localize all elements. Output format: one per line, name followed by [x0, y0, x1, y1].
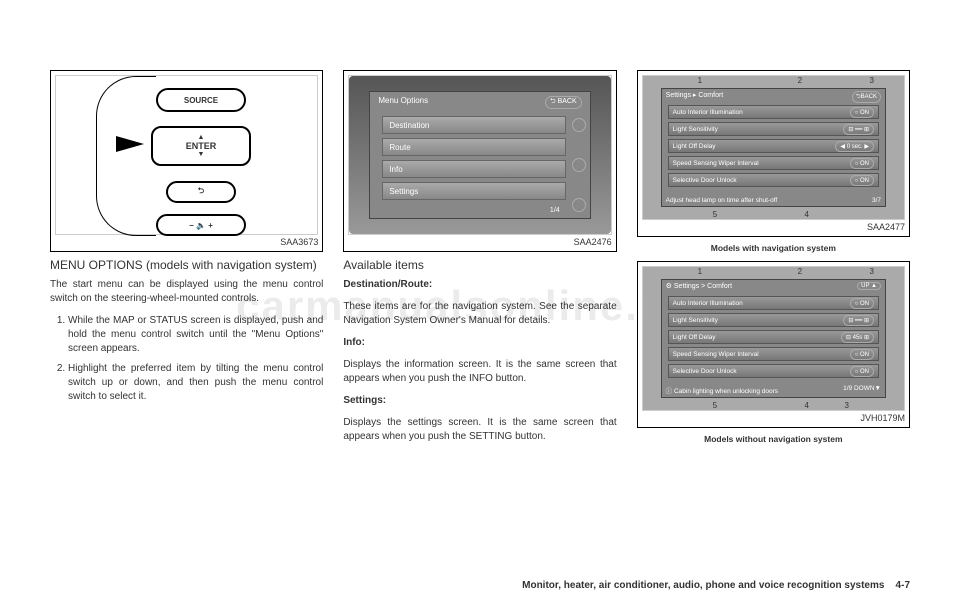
figure-4-caption: Models without navigation system: [637, 434, 910, 444]
steering-outline: [96, 76, 156, 236]
figure-3-code: SAA2477: [642, 222, 905, 232]
callout-2: 2: [798, 267, 802, 276]
setting-row: Auto Interior Illumination ○ ON: [668, 105, 879, 119]
setting-value: ○ ON: [850, 349, 874, 360]
screen-back-label: ⮌ BACK: [545, 96, 582, 109]
setting-value: ⊟ ━━ ⊞: [843, 315, 874, 326]
callout-4: 4: [805, 401, 809, 410]
setting-label: Speed Sensing Wiper Interval: [673, 157, 759, 169]
destination-route-heading: Destination/Route:: [343, 278, 616, 292]
settings-text: Displays the settings screen. It is the …: [343, 416, 616, 444]
figure-4-settings-nonav: 1 2 3 4 5 3 ⚙ Settings > Comfort UP ▲ Au…: [642, 266, 905, 411]
figure-1-steering-buttons: SOURCE ▲ ENTER ▼ ⮌ − 🔈 +: [55, 75, 318, 235]
setting-value: ⊟ ━━ ⊞: [843, 124, 874, 135]
enter-label: ENTER: [186, 141, 217, 151]
setting-label: Selective Door Unlock: [673, 365, 737, 377]
figure-1-code: SAA3673: [55, 237, 318, 247]
settings-pager: 1/9 DOWN▼: [843, 385, 881, 395]
setting-value: ○ ON: [850, 298, 874, 309]
side-button-icon: [572, 158, 586, 172]
figure-1-box: SOURCE ▲ ENTER ▼ ⮌ − 🔈 + SAA3673: [50, 70, 323, 252]
column-1: SOURCE ▲ ENTER ▼ ⮌ − 🔈 + SAA3673 MENU OP…: [50, 70, 323, 452]
figure-4-code: JVH0179M: [642, 413, 905, 423]
setting-row: Light Sensitivity ⊟ ━━ ⊞: [668, 122, 879, 136]
menu-item-info: Info: [382, 160, 565, 178]
setting-label: Light Sensitivity: [673, 123, 718, 135]
screen-title: Menu Options: [378, 96, 428, 105]
info-heading: Info:: [343, 336, 616, 350]
figure-2-menu-screen: Menu Options ⮌ BACK Destination Route In…: [348, 75, 611, 235]
destination-route-text: These items are for the navigation syste…: [343, 300, 616, 328]
setting-value: ○ ON: [850, 175, 874, 186]
setting-row: Light Off Delay ⊟ 45s ⊞: [668, 330, 879, 344]
enter-button-graphic: ▲ ENTER ▼: [151, 126, 251, 166]
figure-3-box: 1 2 3 4 5 Settings ▸ Comfort ⮌BACK Auto …: [637, 70, 910, 237]
setting-row: Auto Interior Illumination ○ ON: [668, 296, 879, 310]
steps-list: While the MAP or STATUS screen is displa…: [68, 314, 323, 404]
menu-item-route: Route: [382, 138, 565, 156]
footer-page-number: 4-7: [896, 580, 910, 591]
settings-hint: Adjust head lamp on time after shut-off: [666, 197, 778, 204]
column-2: Menu Options ⮌ BACK Destination Route In…: [343, 70, 616, 452]
available-items-heading: Available items: [343, 258, 616, 272]
settings-breadcrumb: ⚙ Settings > Comfort: [666, 282, 732, 290]
figure-3-settings-nav: 1 2 3 4 5 Settings ▸ Comfort ⮌BACK Auto …: [642, 75, 905, 220]
setting-label: Light Off Delay: [673, 331, 716, 343]
figure-3-caption: Models with navigation system: [637, 243, 910, 253]
callout-2: 2: [798, 76, 802, 85]
menu-item-settings: Settings: [382, 182, 565, 200]
pointer-arrow-icon: [116, 136, 144, 152]
callout-3: 3: [870, 267, 874, 276]
callout-6: 3: [845, 401, 849, 410]
setting-value: ○ ON: [850, 107, 874, 118]
setting-row: Speed Sensing Wiper Interval ○ ON: [668, 156, 879, 170]
intro-paragraph: The start menu can be displayed using th…: [50, 278, 323, 306]
step-1: While the MAP or STATUS screen is displa…: [68, 314, 323, 356]
callout-3: 3: [870, 76, 874, 85]
settings-hint: ⓘ Cabin lighting when unlocking doors: [666, 385, 778, 395]
setting-label: Light Off Delay: [673, 140, 716, 152]
figure-2-box: Menu Options ⮌ BACK Destination Route In…: [343, 70, 616, 252]
step-2: Highlight the preferred item by tilting …: [68, 362, 323, 404]
callout-5: 5: [713, 401, 717, 410]
setting-row: Selective Door Unlock ○ ON: [668, 364, 879, 378]
callout-4: 4: [805, 210, 809, 219]
setting-label: Auto Interior Illumination: [673, 297, 743, 309]
figure-2-code: SAA2476: [348, 237, 611, 247]
column-3: 1 2 3 4 5 Settings ▸ Comfort ⮌BACK Auto …: [637, 70, 910, 452]
setting-label: Selective Door Unlock: [673, 174, 737, 186]
setting-value: ◀ 0 sec. ▶: [835, 141, 874, 152]
callout-1: 1: [698, 267, 702, 276]
page-footer: Monitor, heater, air conditioner, audio,…: [522, 580, 910, 591]
callout-1: 1: [698, 76, 702, 85]
settings-breadcrumb: Settings ▸ Comfort: [666, 91, 724, 99]
info-text: Displays the information screen. It is t…: [343, 358, 616, 386]
settings-back-label: ⮌BACK: [852, 91, 881, 103]
setting-label: Light Sensitivity: [673, 314, 718, 326]
settings-pager: 3/7: [872, 197, 881, 204]
volume-button-graphic: − 🔈 +: [156, 214, 246, 236]
setting-label: Speed Sensing Wiper Interval: [673, 348, 759, 360]
side-button-icon: [572, 198, 586, 212]
setting-row: Selective Door Unlock ○ ON: [668, 173, 879, 187]
footer-section-title: Monitor, heater, air conditioner, audio,…: [522, 580, 884, 591]
page-content: SOURCE ▲ ENTER ▼ ⮌ − 🔈 + SAA3673 MENU OP…: [0, 0, 960, 482]
pager-indicator: 1/4: [550, 207, 560, 214]
setting-value: ○ ON: [850, 158, 874, 169]
setting-row: Speed Sensing Wiper Interval ○ ON: [668, 347, 879, 361]
menu-item-destination: Destination: [382, 116, 565, 134]
callout-5: 5: [713, 210, 717, 219]
figure-4-box: 1 2 3 4 5 3 ⚙ Settings > Comfort UP ▲ Au…: [637, 261, 910, 428]
settings-heading: Settings:: [343, 394, 616, 408]
setting-row: Light Off Delay ◀ 0 sec. ▶: [668, 139, 879, 153]
settings-up-label: UP ▲: [857, 282, 881, 290]
setting-value: ○ ON: [850, 366, 874, 377]
menu-options-heading: MENU OPTIONS (models with navigation sys…: [50, 258, 323, 272]
setting-value: ⊟ 45s ⊞: [841, 332, 874, 343]
setting-label: Auto Interior Illumination: [673, 106, 743, 118]
back-button-graphic: ⮌: [166, 181, 236, 203]
setting-row: Light Sensitivity ⊟ ━━ ⊞: [668, 313, 879, 327]
side-button-icon: [572, 118, 586, 132]
source-button-graphic: SOURCE: [156, 88, 246, 112]
